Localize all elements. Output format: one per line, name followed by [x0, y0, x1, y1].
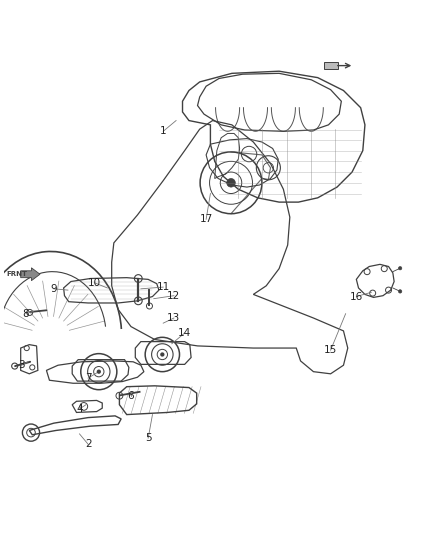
Text: 8: 8 — [22, 309, 29, 319]
Text: 13: 13 — [167, 313, 180, 323]
Text: 5: 5 — [145, 433, 152, 443]
Text: 7: 7 — [85, 373, 92, 383]
Circle shape — [160, 352, 165, 357]
Circle shape — [97, 369, 101, 374]
Circle shape — [227, 179, 235, 187]
Text: 15: 15 — [324, 345, 337, 355]
Text: 11: 11 — [156, 282, 170, 292]
Text: 14: 14 — [178, 328, 191, 338]
Text: 1: 1 — [160, 126, 166, 136]
Text: FRNT: FRNT — [6, 271, 27, 277]
Text: 9: 9 — [50, 284, 57, 294]
Text: 17: 17 — [199, 214, 213, 224]
Text: 6: 6 — [128, 391, 134, 401]
Text: 12: 12 — [167, 290, 180, 301]
Polygon shape — [21, 268, 40, 281]
Text: 4: 4 — [76, 404, 83, 414]
Text: 2: 2 — [85, 439, 92, 449]
FancyBboxPatch shape — [324, 62, 338, 69]
Text: 10: 10 — [88, 278, 101, 288]
Circle shape — [399, 266, 402, 270]
Text: 3: 3 — [18, 360, 25, 370]
Text: 16: 16 — [350, 292, 363, 302]
Circle shape — [399, 289, 402, 293]
